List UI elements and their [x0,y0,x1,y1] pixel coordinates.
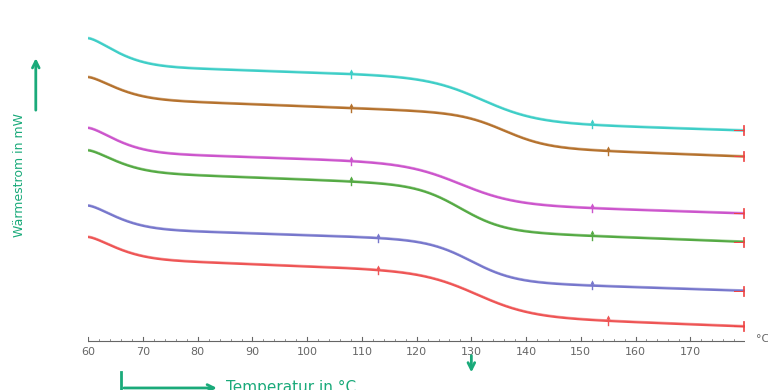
Text: Wärmestrom in mW: Wärmestrom in mW [13,113,25,238]
Text: °C: °C [756,334,768,344]
Text: Temperatur in °C: Temperatur in °C [227,381,356,390]
